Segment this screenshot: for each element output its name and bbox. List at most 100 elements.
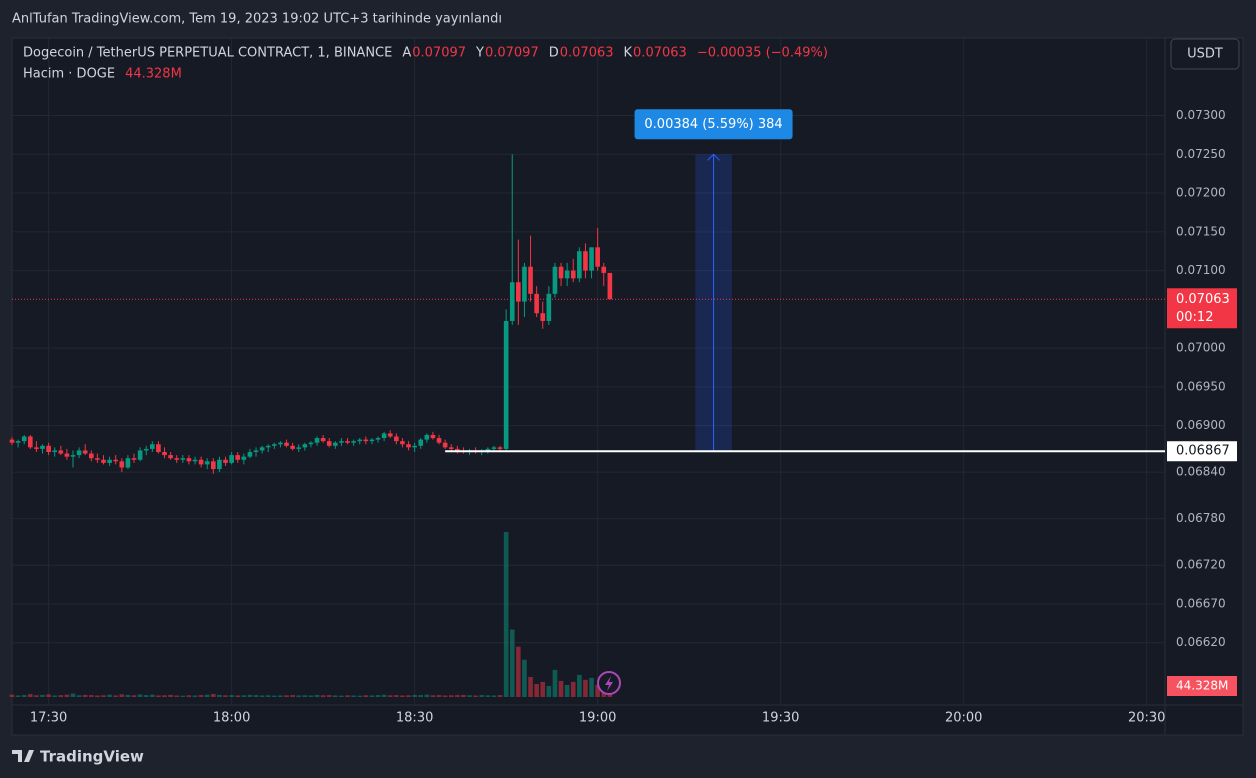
volume-bar <box>58 695 64 697</box>
candle-body <box>387 433 393 437</box>
volume-bar <box>442 695 448 697</box>
ohlc-key: Y <box>475 46 484 61</box>
volume-bar <box>522 659 527 697</box>
candle-body <box>82 450 88 454</box>
volume-bar <box>424 694 430 697</box>
volume-bar <box>192 695 198 697</box>
volume-bar <box>229 695 234 697</box>
candle-body <box>491 447 497 449</box>
x-tick-label: 20:30 <box>1128 711 1165 726</box>
y-tick-label: 0.06840 <box>1176 465 1226 479</box>
volume-bar <box>558 680 564 697</box>
volume-bar <box>400 695 405 697</box>
volume-bar <box>198 695 204 697</box>
lightning-icon[interactable] <box>597 671 621 695</box>
volume-bar <box>40 694 45 697</box>
candle-body <box>412 445 417 448</box>
candle-body <box>40 445 45 449</box>
volume-bar <box>156 695 161 697</box>
volume-bar <box>455 695 460 697</box>
candle-body <box>290 445 295 449</box>
volume-bar <box>70 693 76 697</box>
candle-body <box>320 438 326 442</box>
y-tick-label: 0.06620 <box>1176 635 1226 649</box>
volume-bar <box>253 695 259 697</box>
volume-bar <box>503 532 509 697</box>
volume-bar <box>570 681 576 697</box>
ohlc-value: 0.07063 <box>633 46 687 61</box>
volume-bar <box>76 695 82 697</box>
currency[interactable]: USDT <box>1187 47 1223 62</box>
volume-bar <box>448 695 454 697</box>
candle-body <box>247 452 253 457</box>
volume-bar <box>461 694 466 697</box>
candle-body <box>46 445 51 453</box>
candle-body <box>186 458 192 462</box>
candle-body <box>552 266 558 294</box>
volume-bar <box>101 695 106 697</box>
ohlc-value: 0.07097 <box>485 46 539 61</box>
x-tick-label: 18:00 <box>213 711 250 726</box>
candle-body <box>326 441 332 446</box>
volume-bar <box>369 695 375 697</box>
volume-bar <box>125 694 131 697</box>
candle-body <box>229 455 234 463</box>
candle-body <box>522 266 527 302</box>
candle-body <box>113 459 119 462</box>
candle-body <box>424 434 430 440</box>
volume-bar <box>333 695 338 697</box>
candle-body <box>125 458 131 468</box>
candle-body <box>314 438 320 443</box>
volume-bar <box>174 695 180 697</box>
candle-body <box>577 251 582 279</box>
volume-bar <box>88 695 94 697</box>
volume-bar <box>485 695 491 697</box>
volume-bar <box>509 629 515 697</box>
candle-body <box>333 442 338 446</box>
volume-bar <box>467 695 472 697</box>
candle-body <box>583 251 588 271</box>
volume-bar <box>46 694 51 697</box>
volume-bar <box>265 695 271 697</box>
candle-body <box>357 439 363 442</box>
currency-button[interactable] <box>1170 38 1240 70</box>
candle-body <box>64 453 70 457</box>
volume-bar <box>119 694 125 697</box>
volume-bar <box>143 695 149 697</box>
candle-body <box>58 450 64 454</box>
volume-bar <box>217 694 222 697</box>
volume-bar <box>95 695 100 697</box>
volume-bar <box>302 695 308 697</box>
y-tick-label: 0.07300 <box>1176 108 1226 122</box>
candle-body <box>284 442 289 446</box>
last-price-label: 0.07063 <box>1176 292 1230 307</box>
candle-body <box>107 459 112 463</box>
candle-body <box>436 438 442 443</box>
volume-bar <box>595 684 600 697</box>
candle-body <box>204 461 210 465</box>
candle-body <box>119 461 125 468</box>
volume-bar <box>204 694 210 697</box>
candle-body <box>607 272 613 300</box>
candle-body <box>101 459 106 463</box>
volume-bar <box>394 695 399 697</box>
candle-body <box>406 444 411 448</box>
y-tick-label: 0.07200 <box>1176 186 1226 200</box>
volume-bar <box>345 695 350 697</box>
volume-bar <box>290 695 295 697</box>
measure-label: 0.00384 (5.59%) 384 <box>644 117 782 132</box>
volume-bar <box>9 694 15 697</box>
marks: 0.00384 (5.59%) 384 <box>9 109 1165 697</box>
volume-bar <box>564 684 570 697</box>
horizontal-line-label-box <box>1167 441 1237 462</box>
y-tick-label: 0.06950 <box>1176 379 1226 393</box>
x-tick-label: 19:30 <box>762 711 799 726</box>
volume-bar <box>247 694 253 697</box>
volume-bar <box>284 695 289 697</box>
volume-bar <box>473 695 478 697</box>
chart-title: Dogecoin / TetherUS PERPETUAL CONTRACT, … <box>23 46 392 61</box>
candle-body <box>394 436 399 442</box>
candle-body <box>149 444 155 449</box>
candle-body <box>534 293 539 314</box>
